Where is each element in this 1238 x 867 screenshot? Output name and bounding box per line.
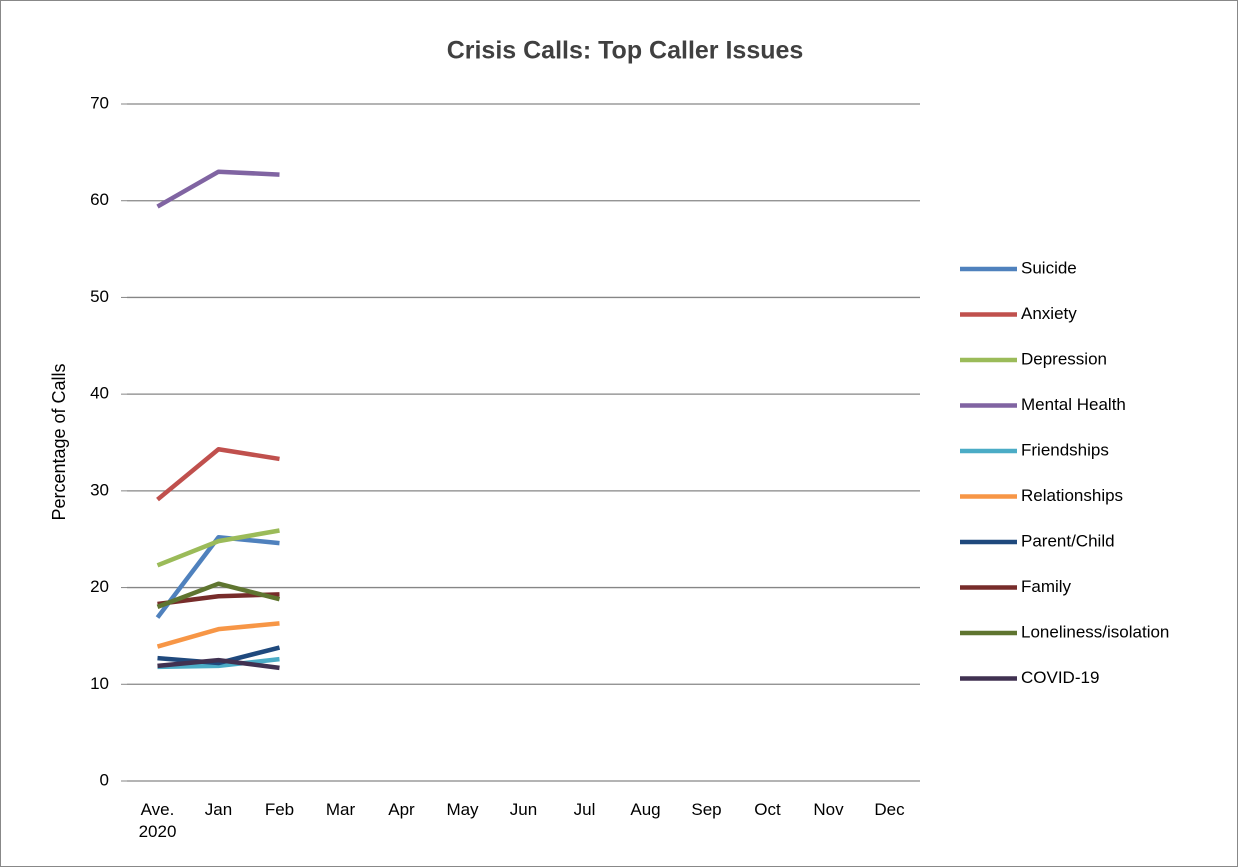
line-series	[157, 657, 280, 671]
x-tick-label: Jan	[204, 800, 233, 819]
y-tick-label: 60	[90, 190, 109, 209]
chart-title: Crisis Calls: Top Caller Issues	[447, 37, 804, 65]
line-series	[156, 581, 281, 610]
line-series	[156, 621, 280, 649]
x-tick-label: Jun	[509, 800, 538, 819]
legend-label: Relationships	[1021, 486, 1123, 505]
legend-label: Suicide	[1021, 258, 1077, 277]
legend-label: Anxiety	[1021, 304, 1077, 323]
x-tick-label: Ave. 2020	[138, 800, 177, 841]
legend-label: Friendships	[1021, 440, 1109, 459]
x-tick-label: May	[446, 800, 479, 819]
line-series	[156, 528, 280, 568]
line-series	[157, 656, 280, 670]
legend-label: Parent/Child	[1021, 531, 1115, 550]
x-tick-label: Jul	[573, 800, 596, 819]
legend-label: Mental Health	[1021, 395, 1126, 414]
x-tick-label: Aug	[630, 800, 661, 819]
y-tick-label: 70	[90, 93, 109, 112]
y-tick-label: 40	[90, 384, 109, 403]
line-series	[155, 535, 280, 619]
y-tick-label: 0	[100, 770, 109, 789]
legend-label: Loneliness/isolation	[1021, 622, 1169, 641]
x-tick-label: Apr	[388, 800, 415, 819]
y-axis-label: Percentage of Calls	[49, 363, 69, 520]
y-tick-label: 10	[90, 674, 109, 693]
line-series	[156, 447, 280, 502]
y-tick-label: 50	[90, 287, 109, 306]
legend-label: COVID-19	[1021, 668, 1099, 687]
x-tick-label: Sep	[691, 800, 722, 819]
x-tick-label: Mar	[325, 800, 356, 819]
y-tick-label: 20	[90, 577, 109, 596]
y-tick-label: 30	[90, 480, 109, 499]
x-tick-label: Nov	[813, 800, 844, 819]
legend-label: Family	[1021, 577, 1072, 596]
x-tick-label: Feb	[264, 800, 295, 819]
line-series	[157, 645, 281, 666]
x-tick-label: Dec	[874, 800, 905, 819]
x-tick-label: Oct	[754, 800, 781, 819]
legend-label: Depression	[1021, 349, 1107, 368]
line-series	[156, 169, 280, 209]
